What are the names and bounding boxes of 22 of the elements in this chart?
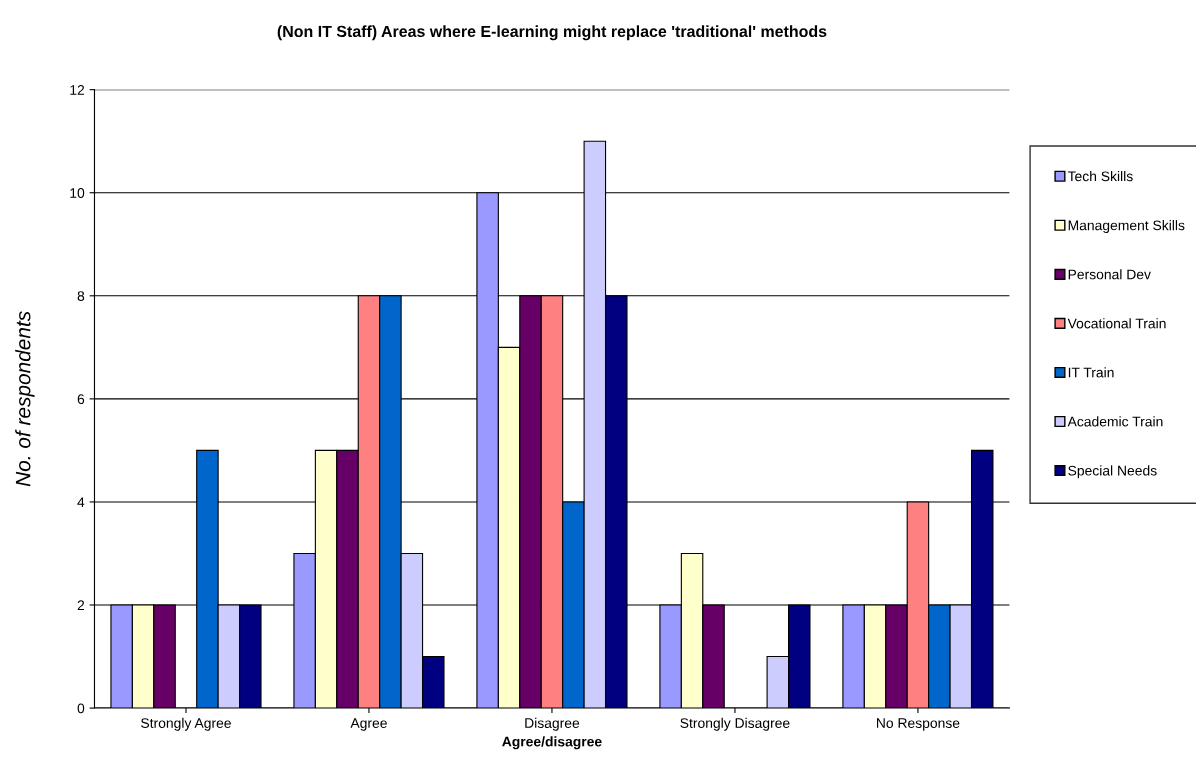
chart-title: (Non IT Staff) Areas where E-learning might replace 'traditional' methods (277, 25, 827, 41)
legend-label: Personal Dev (1068, 269, 1151, 280)
x-tick-label: Strongly Agree (141, 717, 231, 731)
legend-label: Vocational Train (1067, 318, 1166, 329)
x-tick-label: Strongly Disagree (680, 717, 790, 731)
y-tick-label: 6 (77, 394, 85, 405)
y-tick-label: 4 (77, 497, 85, 507)
x-tick-label: Disagree (525, 717, 580, 731)
y-tick-label: 8 (77, 291, 85, 301)
x-axis-title: Agree/disagree (502, 736, 602, 750)
legend-label: IT Train (1068, 367, 1114, 378)
y-tick-label: 2 (77, 600, 85, 611)
x-tick-label: No Response (876, 718, 960, 731)
legend-label: Tech Skills (1067, 171, 1133, 182)
y-tick-label: 10 (70, 188, 85, 198)
legend-label: Special Needs (1068, 465, 1157, 479)
legend-label: Academic Train (1067, 416, 1163, 427)
x-tick-label: Agree (350, 718, 387, 731)
y-axis-title: No. of respondents (15, 311, 35, 487)
y-tick-label: 12 (70, 85, 85, 95)
legend-label: Management Skills (1068, 220, 1185, 234)
y-tick-label: 0 (77, 703, 85, 714)
